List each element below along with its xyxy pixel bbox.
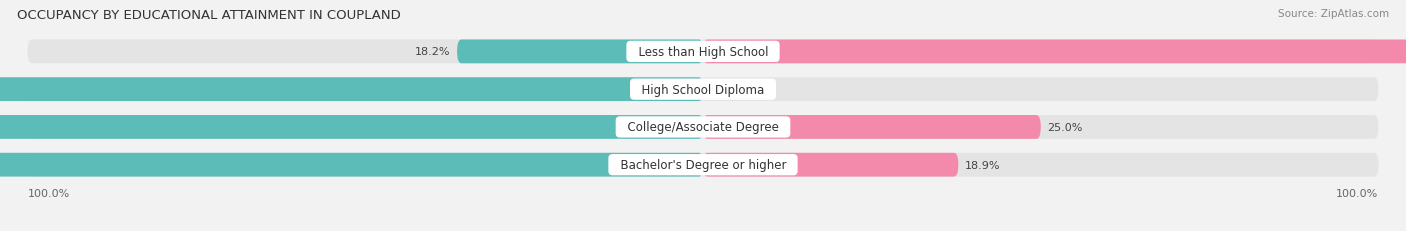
FancyBboxPatch shape [0, 153, 703, 177]
Text: Less than High School: Less than High School [630, 46, 776, 59]
FancyBboxPatch shape [28, 153, 1378, 177]
Text: College/Associate Degree: College/Associate Degree [620, 121, 786, 134]
FancyBboxPatch shape [0, 116, 703, 139]
FancyBboxPatch shape [703, 40, 1406, 64]
FancyBboxPatch shape [457, 40, 703, 64]
FancyBboxPatch shape [703, 153, 959, 177]
Text: 100.0%: 100.0% [1336, 189, 1378, 199]
FancyBboxPatch shape [703, 116, 1040, 139]
Text: 18.2%: 18.2% [415, 47, 450, 57]
FancyBboxPatch shape [28, 116, 1378, 139]
Text: High School Diploma: High School Diploma [634, 83, 772, 96]
FancyBboxPatch shape [28, 40, 1378, 64]
Text: OCCUPANCY BY EDUCATIONAL ATTAINMENT IN COUPLAND: OCCUPANCY BY EDUCATIONAL ATTAINMENT IN C… [17, 9, 401, 22]
FancyBboxPatch shape [28, 78, 1378, 102]
Text: Source: ZipAtlas.com: Source: ZipAtlas.com [1278, 9, 1389, 19]
Text: 25.0%: 25.0% [1047, 122, 1083, 132]
FancyBboxPatch shape [0, 78, 703, 102]
Text: 18.9%: 18.9% [965, 160, 1001, 170]
Text: Bachelor's Degree or higher: Bachelor's Degree or higher [613, 158, 793, 171]
Text: 100.0%: 100.0% [28, 189, 70, 199]
